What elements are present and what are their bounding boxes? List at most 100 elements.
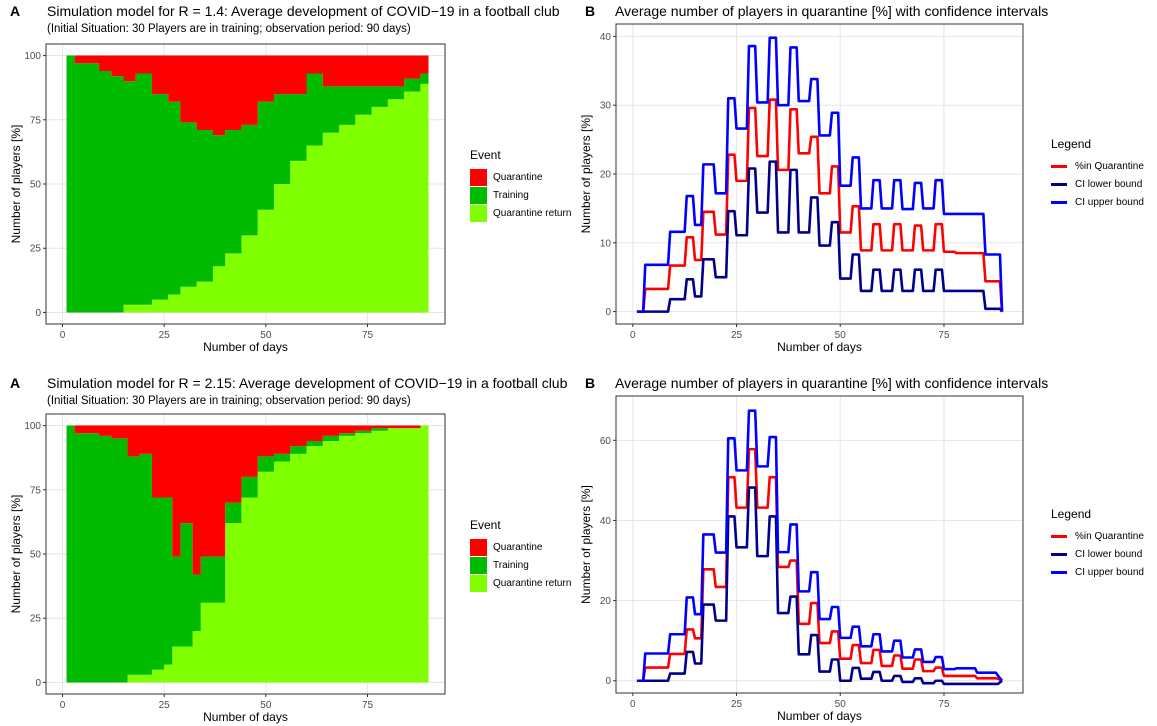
y-tick-label: 60 [600,436,612,447]
legend-item: CI lower bound [1051,545,1144,563]
legend-swatch [1051,552,1067,556]
legend: Event Quarantine Training Quarantine return [470,518,571,592]
legend-label: Training [493,189,529,201]
legend: Legend %in Quarantine CI lower bound CI upp… [1051,507,1144,581]
legend-label: Quarantine [493,541,543,553]
y-tick-label: 0 [605,307,611,318]
area-quarantine [66,425,429,575]
x-tick-label: 0 [60,330,66,341]
x-axis-label: Number of days [777,340,862,354]
legend-label: Quarantine return [493,207,572,219]
legend-swatch [470,186,487,204]
panel-title: Average number of players in quarantine … [615,3,1049,19]
panel-letter: A [10,375,21,391]
y-axis-label: Number of players [%] [579,485,593,604]
x-tick-label: 50 [835,330,847,341]
legend-item: Training [470,186,571,204]
legend-swatch [470,204,487,222]
y-tick-label: 20 [600,170,612,181]
legend-label: Quarantine [493,171,543,183]
panel-letter: B [585,375,596,391]
y-tick-label: 100 [24,421,41,432]
y-tick-label: 20 [600,596,612,607]
y-axis-label: Number of players [%] [9,495,23,614]
y-tick-label: 100 [24,51,41,62]
legend-label: CI lower bound [1075,178,1143,190]
panel-bottom-left: A Simulation model for R = 2.15: Average… [0,370,590,726]
panel-bottom-right: B Average number of players in quarantin… [578,370,1157,726]
chart-svg: 0 25 50 75 0 25 50 75 100 Number of days Number of… [9,43,446,354]
x-tick-label: 50 [835,699,847,710]
panel-letter: A [10,3,21,19]
line-in-quarantine [636,447,1003,683]
plot-border [615,395,1024,694]
legend-item: %in Quarantine [1051,157,1144,175]
legend: Legend %in Quarantine CI lower bound CI upp… [1051,137,1144,211]
legend-item: CI lower bound [1051,175,1144,193]
legend-title: Event [470,518,501,532]
panel-letter: B [585,3,596,19]
x-tick-label: 0 [60,700,66,711]
legend-label: Training [493,559,529,571]
legend-item: CI upper bound [1051,193,1144,211]
legend-swatch [470,538,487,556]
legend-item: CI upper bound [1051,563,1144,581]
legend-label: Quarantine return [493,577,572,589]
x-axis-label: Number of days [203,340,288,354]
y-axis-label: Number of players [%] [9,125,23,244]
y-tick-label: 25 [30,614,42,625]
legend-swatch [1051,182,1067,186]
legend-item: Quarantine return [470,204,571,222]
x-tick-label: 25 [159,700,171,711]
legend-item: Quarantine [470,168,571,186]
y-tick-label: 0 [605,676,611,687]
legend-item: %in Quarantine [1051,527,1144,545]
area-quarantine-return [66,425,429,683]
line-in-quarantine [636,98,1004,313]
y-tick-label: 40 [600,32,612,43]
y-tick-label: 40 [600,516,612,527]
legend-swatch [470,556,487,574]
legend-swatch [470,168,487,186]
x-tick-label: 75 [362,330,374,341]
x-tick-label: 25 [731,699,743,710]
legend-swatch [1051,164,1067,168]
y-tick-label: 30 [600,101,612,112]
legend-label: CI lower bound [1075,548,1143,560]
area-training [66,425,429,683]
panel-title: Simulation model for R = 1.4: Average de… [47,3,560,19]
y-tick-label: 75 [30,485,42,496]
area-training [66,55,429,313]
chart-svg: 0 25 50 75 0 25 50 75 100 Number of days Number of… [9,413,446,724]
legend-label: CI upper bound [1075,196,1144,208]
panel-subtitle: (Initial Situation: 30 Players are in tr… [47,23,411,35]
legend-swatch [1051,570,1067,574]
legend-title: Legend [1051,507,1092,521]
legend-swatch [470,574,487,592]
legend-item: Quarantine return [470,574,571,592]
y-tick-label: 75 [30,115,42,126]
legend: Event Quarantine Training Quarantine return [470,148,571,222]
legend-title: Event [470,148,501,162]
x-tick-label: 75 [362,700,374,711]
x-tick-label: 50 [260,700,272,711]
legend-label: %in Quarantine [1075,530,1144,542]
legend-label: CI upper bound [1075,566,1144,578]
x-tick-label: 0 [630,699,636,710]
line-ci-lower-bound [636,486,1003,686]
x-tick-label: 75 [938,699,950,710]
y-tick-label: 0 [35,308,41,319]
legend-swatch [1051,534,1067,538]
chart-svg: 0 25 50 75 0 10 20 30 40 Number of days Number of … [579,23,1024,354]
x-tick-label: 50 [260,330,272,341]
x-tick-label: 0 [630,330,636,341]
x-tick-label: 25 [159,330,171,341]
panel-title: Average number of players in quarantine … [615,375,1049,391]
chart-svg: 0 25 50 75 0 20 40 60 Number of days Number of pl… [579,395,1024,723]
legend-swatch [1051,200,1067,204]
y-tick-label: 50 [30,550,42,561]
y-tick-label: 50 [30,180,42,191]
area-quarantine-return [66,83,429,313]
line-ci-lower-bound [636,160,1004,313]
y-tick-label: 10 [600,238,612,249]
